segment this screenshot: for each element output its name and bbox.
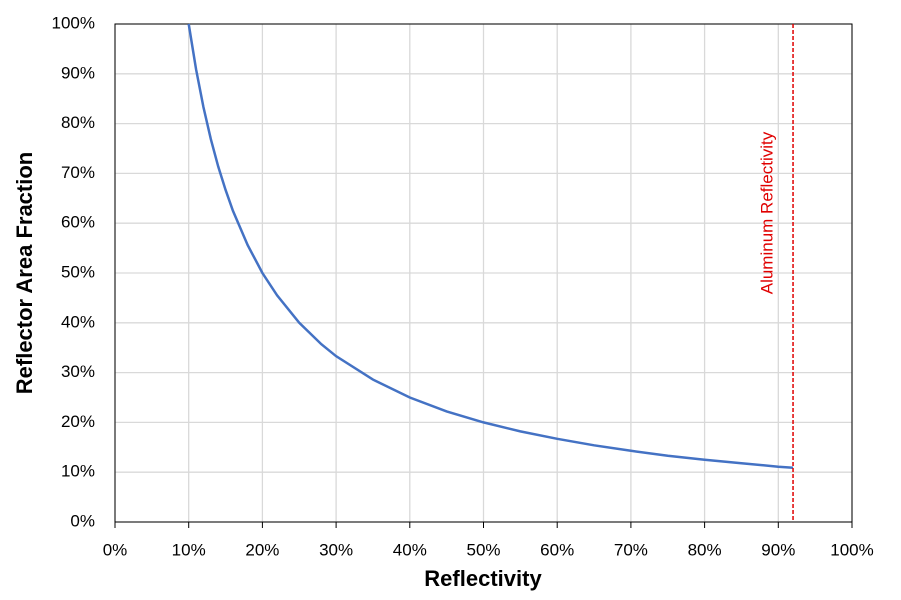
y-tick-label: 40%	[61, 312, 95, 331]
x-tick-label: 60%	[540, 540, 574, 559]
y-tick-label: 10%	[61, 462, 95, 481]
x-tick-label: 50%	[466, 540, 500, 559]
x-tick-label: 90%	[761, 540, 795, 559]
x-tick-label: 70%	[614, 540, 648, 559]
x-tick-label: 0%	[103, 540, 128, 559]
x-tick-label: 100%	[830, 540, 873, 559]
y-tick-label: 0%	[70, 511, 95, 530]
reference-label: Aluminum Reflectivity	[758, 131, 777, 294]
y-tick-label: 90%	[61, 63, 95, 82]
x-tick-label: 20%	[245, 540, 279, 559]
data-line	[187, 23, 794, 469]
y-tick-label: 100%	[52, 13, 95, 32]
y-tick-label: 80%	[61, 113, 95, 132]
y-tick-label: 70%	[61, 163, 95, 182]
x-tick-label: 80%	[688, 540, 722, 559]
y-axis-title: Reflector Area Fraction	[12, 152, 37, 394]
plot-frame	[114, 23, 853, 523]
x-tick-label: 40%	[393, 540, 427, 559]
x-axis-title: Reflectivity	[424, 566, 542, 591]
x-tick-label: 30%	[319, 540, 353, 559]
y-tick-label: 60%	[61, 213, 95, 232]
x-tick-label: 10%	[172, 540, 206, 559]
y-tick-label: 30%	[61, 362, 95, 381]
y-tick-label: 50%	[61, 262, 95, 281]
y-tick-label: 20%	[61, 412, 95, 431]
